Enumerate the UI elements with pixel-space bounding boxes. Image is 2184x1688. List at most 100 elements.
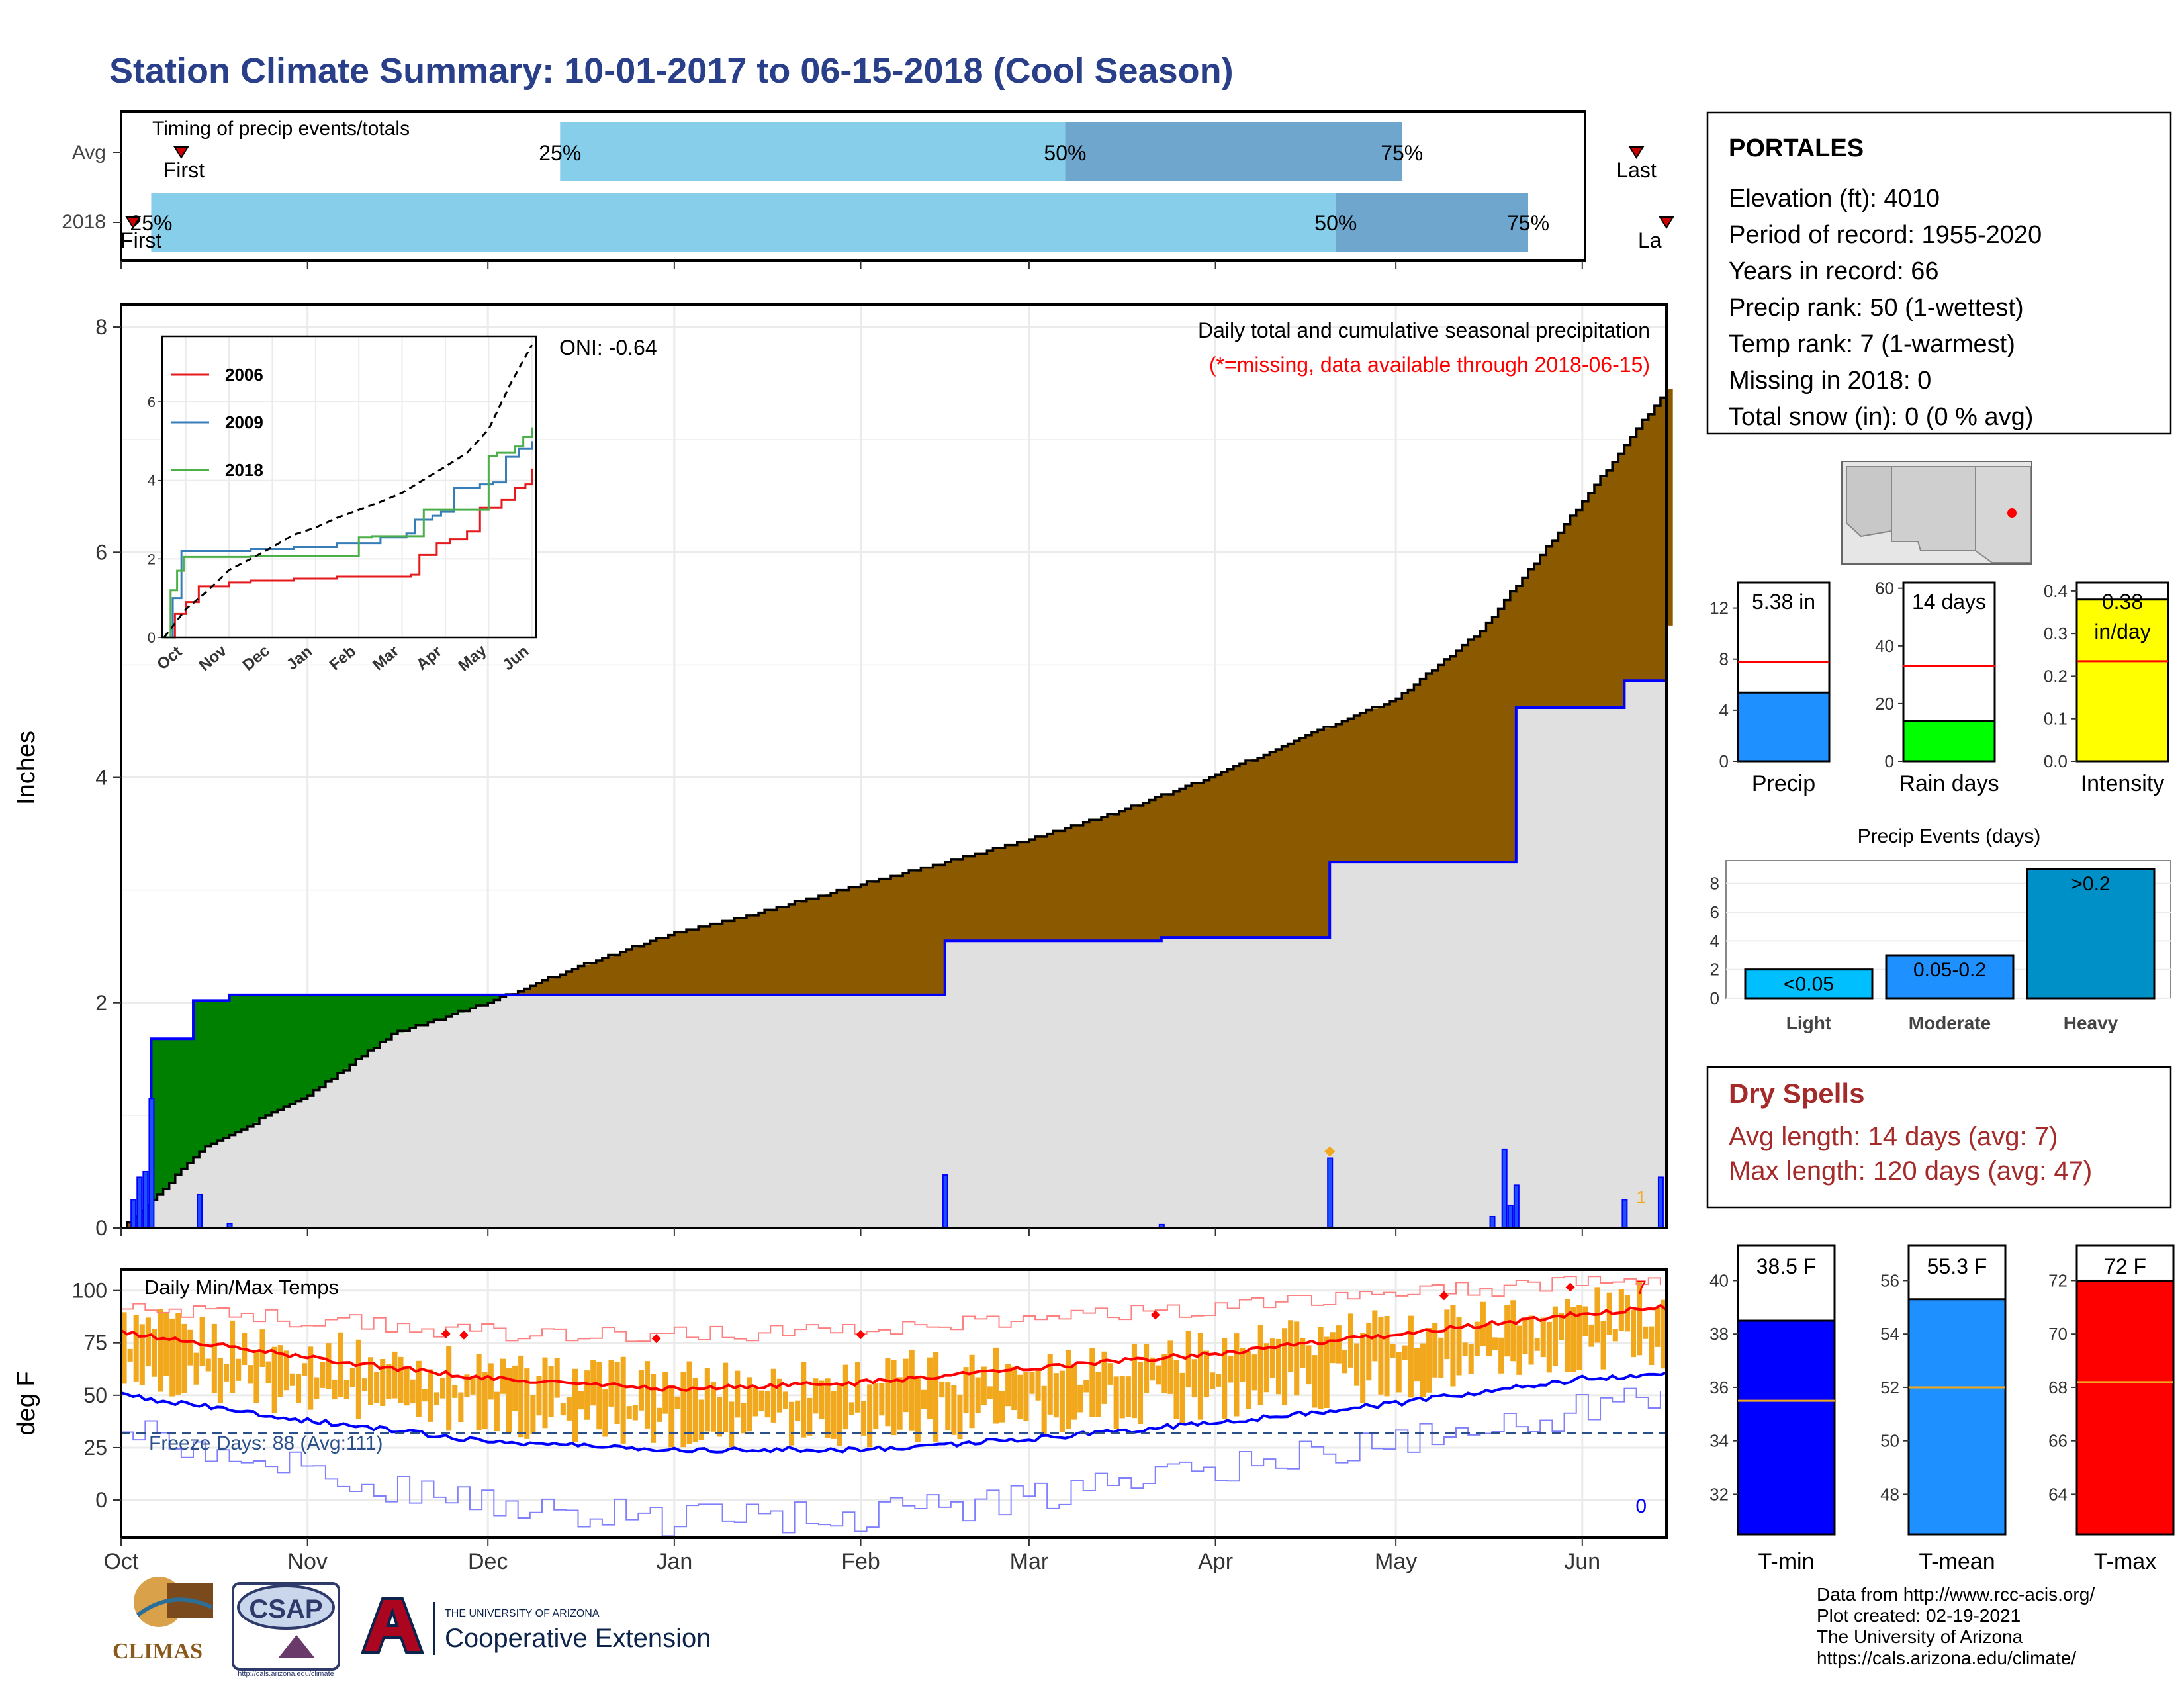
precip-y-tick-label: 8 xyxy=(1719,649,1729,669)
station-location-marker xyxy=(2007,508,2017,518)
precip-y-axis-label: Inches xyxy=(13,731,40,805)
t-mean-y-tick-label: 48 xyxy=(1880,1484,1899,1504)
csap-url: http://cals.arizona.edu/climate xyxy=(238,1670,334,1678)
intensity-category-label: Intensity xyxy=(2081,771,2165,796)
oni-label: ONI: -0.64 xyxy=(559,336,657,359)
station-info-box: PORTALES Elevation (ft): 4010 Period of … xyxy=(1706,111,2172,435)
daily-precip-bar xyxy=(1327,1157,1334,1229)
inset-frame xyxy=(161,335,537,639)
record-high-marker xyxy=(441,1329,451,1338)
temp-x-tick-label: Oct xyxy=(104,1549,139,1574)
precip-surplus-area xyxy=(151,994,513,1199)
record-high-marker xyxy=(1150,1310,1160,1320)
precip-base-area xyxy=(121,625,1666,1228)
temp-y-tick-label: 50 xyxy=(83,1383,107,1407)
precip-value-label: 5.38 in xyxy=(1752,590,1815,614)
precip-y-tick-label: 2 xyxy=(95,991,107,1015)
intensity-bar xyxy=(2075,598,2169,763)
intensity-value-label: 0.38 xyxy=(2102,590,2143,614)
t-mean-y-tick-label: 52 xyxy=(1880,1378,1899,1397)
csap-mountain-icon xyxy=(278,1635,315,1658)
station-box-frame xyxy=(1706,111,2172,435)
station-precip-rank: Precip rank: 50 (1-wettest) xyxy=(1729,294,2024,322)
inset-line-2006 xyxy=(164,468,533,639)
timing-2018-last-marker xyxy=(1659,216,1674,229)
daily-precip-bar xyxy=(1657,1176,1664,1229)
record-high-marker xyxy=(1565,1282,1575,1292)
t-max-category-label: T-max xyxy=(2094,1549,2156,1574)
credit-url: https://cals.arizona.edu/climate/ xyxy=(1817,1648,2076,1668)
timing-2018-p50-p75-bar xyxy=(1336,193,1529,252)
station-temp-rank: Temp rank: 7 (1-warmest) xyxy=(1729,330,2015,358)
climas-logo: CLIMAS xyxy=(113,1577,213,1664)
temp-x-tick-label: Dec xyxy=(468,1549,508,1574)
dry-spells-box: Dry Spells Avg length: 14 days (avg: 7) … xyxy=(1706,1066,2172,1209)
temp-y-axis-label: deg F xyxy=(13,1371,40,1435)
credit-data-source: Data from http://www.rcc-acis.org/ xyxy=(1817,1584,2095,1605)
timing-2018-p25-label: 25% xyxy=(130,211,172,235)
ua-a-icon xyxy=(361,1597,424,1654)
timing-2018-p25-p50-bar xyxy=(151,193,1336,252)
intensity-y-tick-label: 0.1 xyxy=(2044,709,2068,729)
record-low-count: 0 xyxy=(1635,1495,1647,1517)
rain-days-y-tick-label: 20 xyxy=(1875,694,1894,714)
location-map xyxy=(1841,461,2032,565)
inset-y-tick-label: 0 xyxy=(148,630,156,646)
t-mean-y-tick-label: 50 xyxy=(1880,1431,1899,1451)
precip-events-y-tick-label: 0 xyxy=(1710,988,1719,1008)
daily-precip-bar xyxy=(136,1176,143,1229)
precip-events-category-label: Moderate xyxy=(1909,1013,1991,1033)
precip-panel-title: Daily total and cumulative seasonal prec… xyxy=(1198,318,1650,342)
ua-extension-text: Cooperative Extension xyxy=(445,1624,711,1653)
t-min-y-tick-label: 38 xyxy=(1709,1324,1729,1344)
precip-panel-subtitle: (*=missing, data available through 2018-… xyxy=(1209,353,1650,377)
precip-events-y-tick-label: 8 xyxy=(1710,874,1719,894)
timing-avg-p25-p50-bar xyxy=(560,122,1066,181)
csap-logo-text: CSAP xyxy=(249,1595,322,1624)
inset-line-2009 xyxy=(164,441,533,639)
t-min-y-tick-label: 32 xyxy=(1709,1484,1729,1504)
precip-events-panel: Precip Events (days) 0 2 4 6 8 <0.05 Light 0.05… xyxy=(1710,825,2171,1033)
daily-precip-bar xyxy=(1501,1148,1508,1229)
precip-y-tick-label: 4 xyxy=(95,766,107,790)
inset-legend-label-2006: 2006 xyxy=(225,365,263,385)
timing-avg-p25-label: 25% xyxy=(539,141,581,165)
station-period: Period of record: 1955-2020 xyxy=(1729,221,2042,249)
inset-legend-label-2009: 2009 xyxy=(225,412,263,432)
timing-row-2018-label: 2018 xyxy=(62,211,106,233)
precip-events-bar-heavy xyxy=(2026,868,2156,1000)
dry-spells-title: Dry Spells xyxy=(1729,1078,1864,1109)
dry-spells-avg: Avg length: 14 days (avg: 7) xyxy=(1729,1122,2058,1151)
page-title: Station Climate Summary: 10-01-2017 to 0… xyxy=(109,51,1234,91)
temp-y-tick-label: 75 xyxy=(83,1331,107,1355)
t-max-bar xyxy=(2075,1279,2175,1536)
precip-events-bar-label: <0.05 xyxy=(1784,974,1834,996)
intensity-y-tick-label: 0.4 xyxy=(2044,581,2068,601)
rain-days-category-label: Rain days xyxy=(1899,771,1999,796)
station-elevation: Elevation (ft): 4010 xyxy=(1729,185,1940,212)
t-min-y-tick-label: 34 xyxy=(1709,1431,1729,1451)
precip-category-label: Precip xyxy=(1752,771,1815,796)
precip-events-y-tick-label: 4 xyxy=(1710,931,1719,951)
t-min-category-label: T-min xyxy=(1758,1549,1815,1574)
t-max-value-label: 72 F xyxy=(2104,1254,2146,1278)
temp-x-tick-label: Apr xyxy=(1198,1549,1233,1574)
csap-logo: CSAP http://cals.arizona.edu/climate xyxy=(232,1582,340,1678)
record-high-marker xyxy=(459,1330,469,1340)
timing-avg-p75-label: 75% xyxy=(1381,141,1423,165)
t-mean-value-label: 55.3 F xyxy=(1927,1254,1987,1278)
t-mean-y-tick-label: 54 xyxy=(1880,1324,1899,1344)
t-max-y-tick-label: 68 xyxy=(2048,1378,2068,1397)
temp-x-tick-label: May xyxy=(1375,1549,1417,1574)
daily-precip-bar xyxy=(130,1199,137,1229)
precip-panel-frame xyxy=(120,303,1668,1229)
intensity-unit-label: in/day xyxy=(2094,620,2150,643)
avg-max-line xyxy=(120,1303,1668,1392)
precip-events-category-label: Heavy xyxy=(2064,1013,2118,1033)
precip-y-tick-label: 0 xyxy=(95,1216,107,1240)
daily-precip-bar xyxy=(148,1098,155,1229)
station-name: PORTALES xyxy=(1729,134,1864,162)
precip-events-y-tick-label: 6 xyxy=(1710,902,1719,922)
